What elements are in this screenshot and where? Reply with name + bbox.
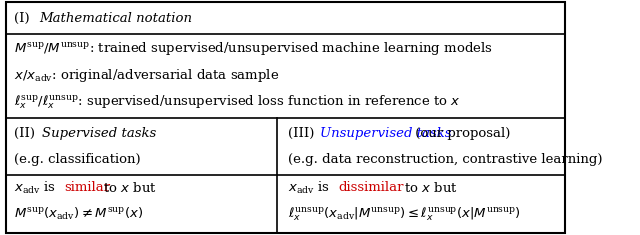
Text: $M^\mathregular{sup}/M^\mathregular{unsup}$: trained supervised/unsupervised mac: $M^\mathregular{sup}/M^\mathregular{unsu… [14, 40, 493, 57]
Text: dissimilar: dissimilar [339, 181, 404, 194]
Text: $x/x_\mathregular{adv}$: original/adversarial data sample: $x/x_\mathregular{adv}$: original/advers… [14, 67, 280, 84]
FancyBboxPatch shape [6, 2, 565, 233]
Text: (e.g. data reconstruction, contrastive learning): (e.g. data reconstruction, contrastive l… [289, 153, 603, 166]
Text: (our proposal): (our proposal) [411, 126, 511, 140]
Text: similar: similar [64, 181, 110, 194]
Text: (I): (I) [14, 12, 38, 25]
Text: $x_\mathregular{adv}$ is: $x_\mathregular{adv}$ is [14, 180, 57, 196]
Text: Mathematical notation: Mathematical notation [39, 12, 192, 25]
Text: Unsupervised tasks: Unsupervised tasks [320, 126, 451, 140]
Text: to $x$ but: to $x$ but [99, 181, 157, 195]
Text: (e.g. classification): (e.g. classification) [14, 153, 141, 166]
Text: (II): (II) [14, 126, 44, 140]
Text: Supervised tasks: Supervised tasks [42, 126, 156, 140]
Text: $\ell_x^\mathregular{unsup}(x_\mathregular{adv}|M^\mathregular{unsup}) \leq \ell: $\ell_x^\mathregular{unsup}(x_\mathregul… [289, 205, 522, 223]
Text: $x_\mathregular{adv}$ is: $x_\mathregular{adv}$ is [289, 180, 331, 196]
Text: to $x$ but: to $x$ but [400, 181, 458, 195]
Text: $M^\mathregular{sup}(x_\mathregular{adv}) \neq M^\mathregular{sup}(x)$: $M^\mathregular{sup}(x_\mathregular{adv}… [14, 206, 143, 222]
Text: (III): (III) [289, 126, 323, 140]
Text: $\ell_x^\mathregular{sup}/\ell_x^\mathregular{unsup}$: supervised/unsupervised l: $\ell_x^\mathregular{sup}/\ell_x^\mathre… [14, 94, 461, 111]
